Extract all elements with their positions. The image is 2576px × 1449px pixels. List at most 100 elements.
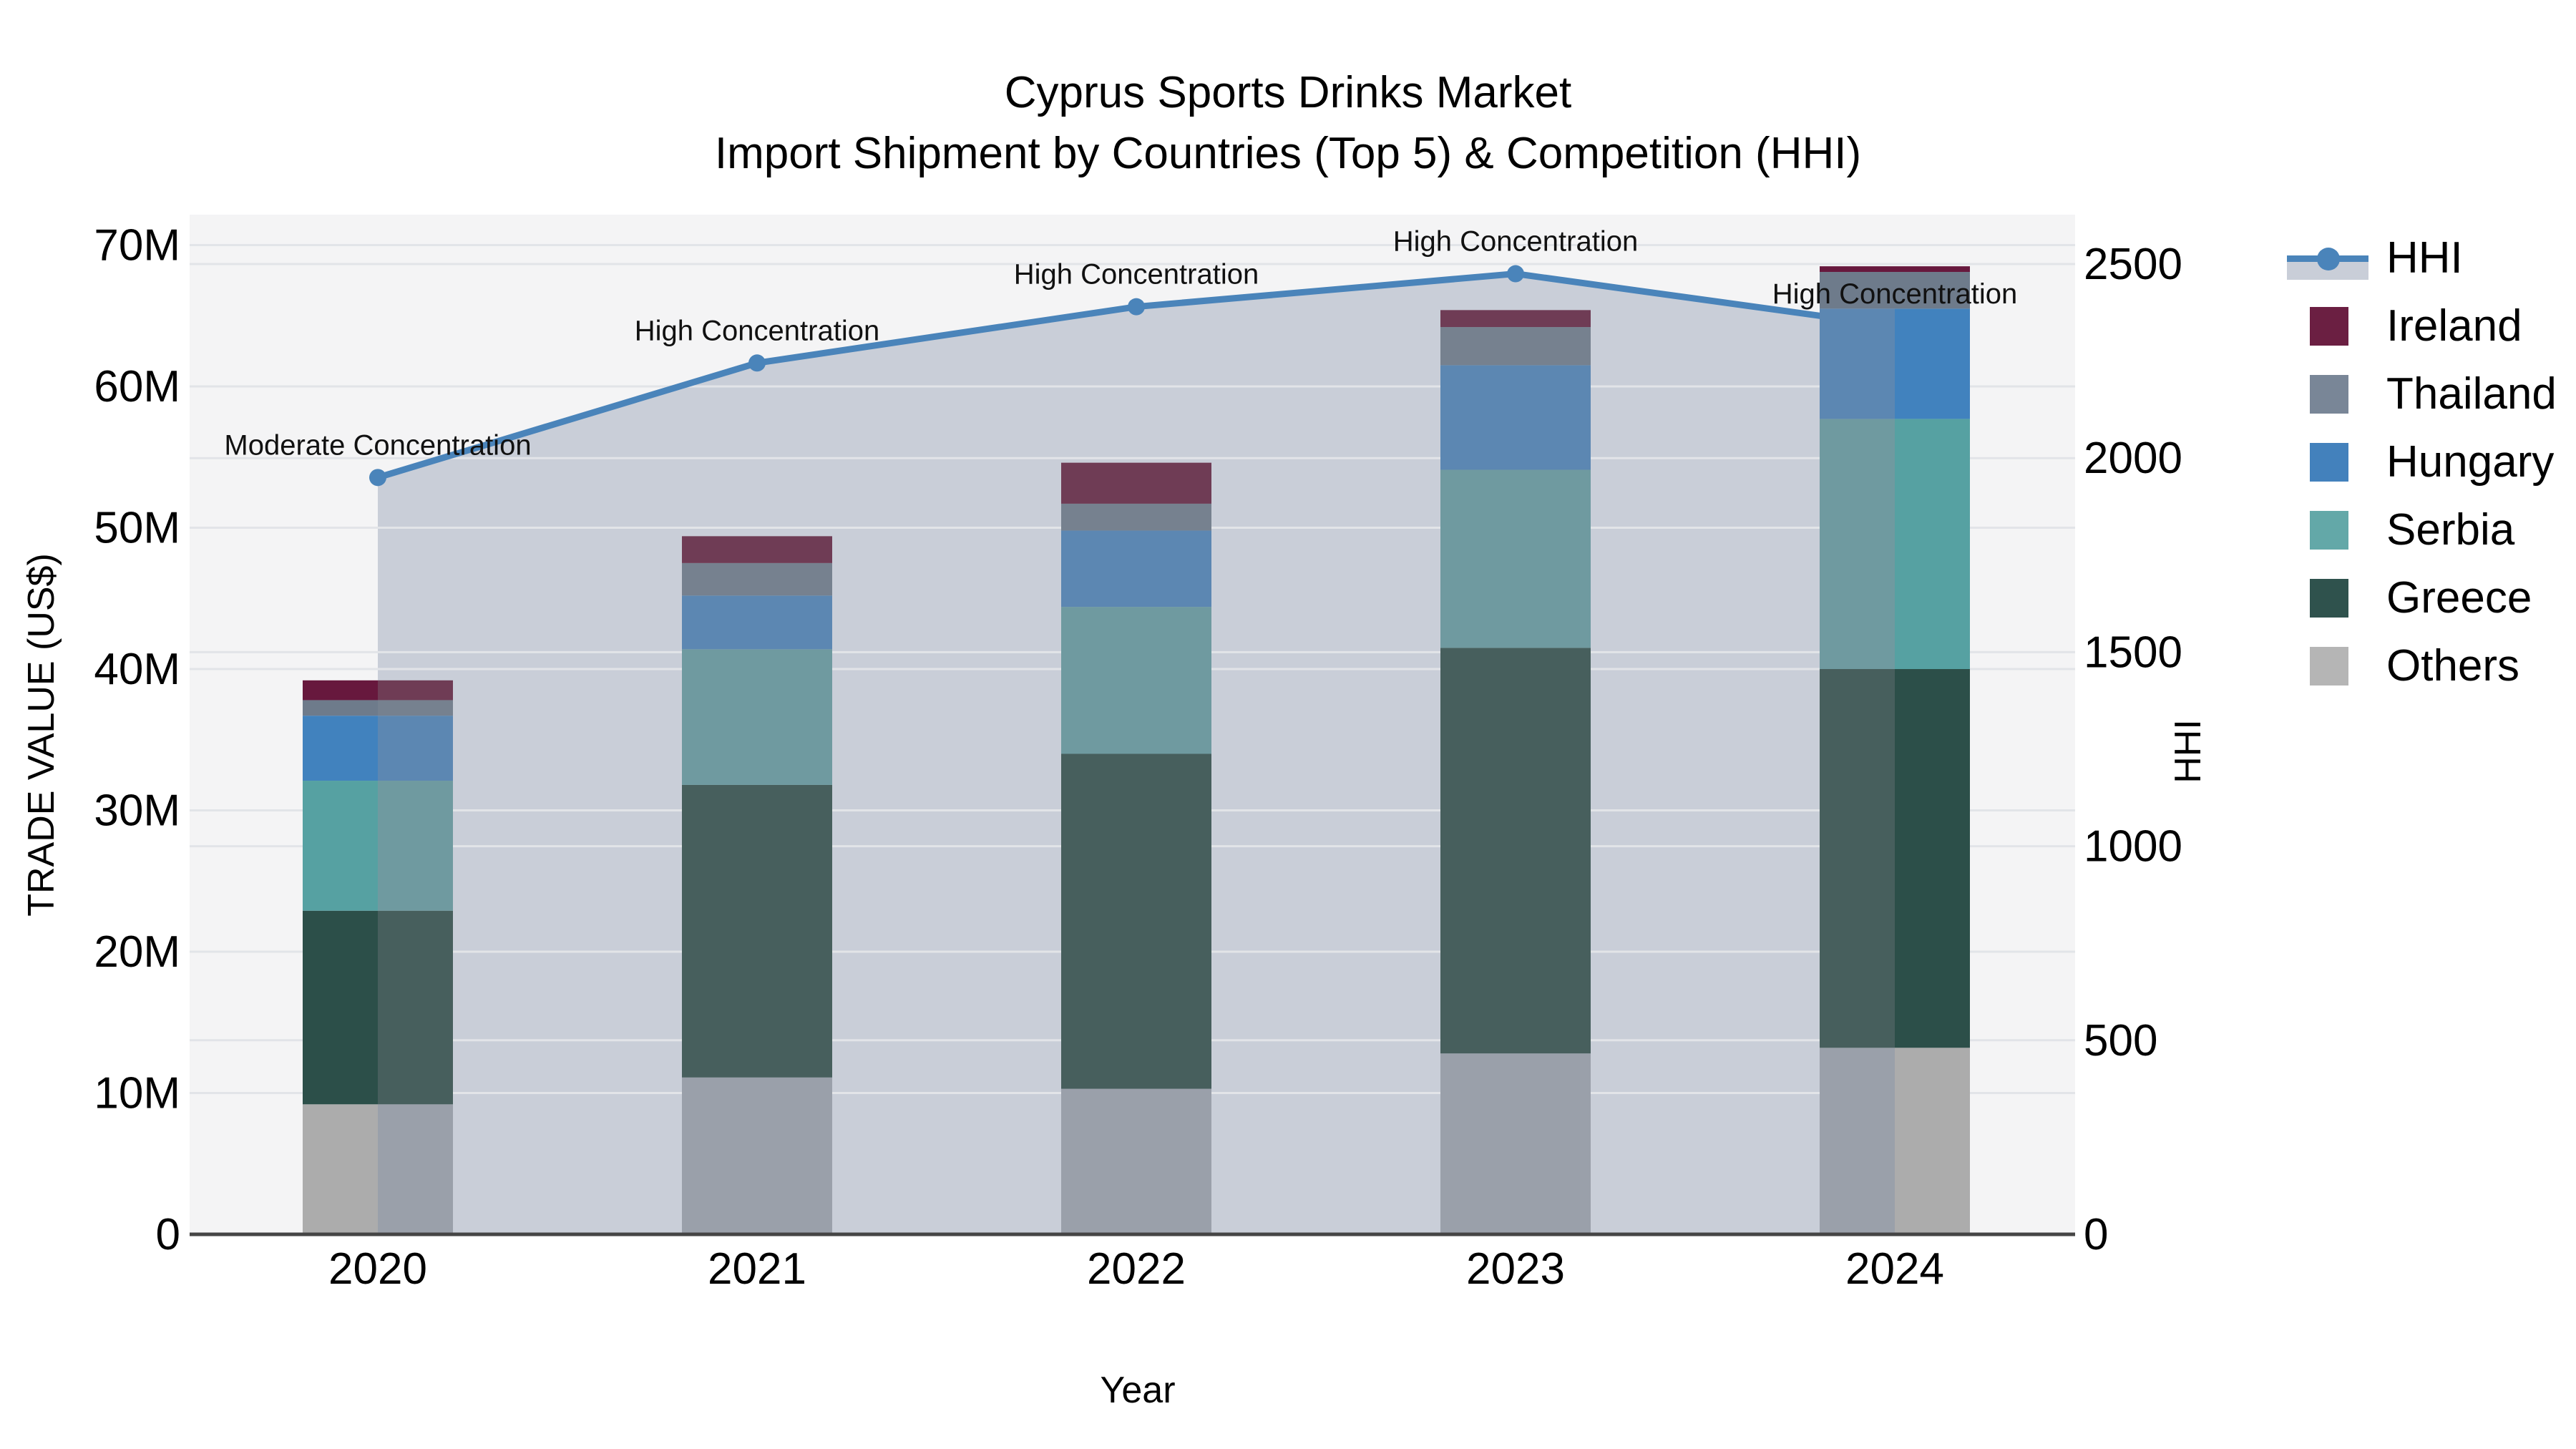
chart-title: Cyprus Sports Drinks Market [1004,68,1572,117]
bar-segment-serbia-2023 [1440,469,1516,648]
bar-segment-others-2023 [1440,1053,1516,1234]
bar-segment-others-2020 [303,1104,378,1234]
bar-segment-ireland-2024 [1895,266,1970,273]
y-axis-label-right: HHI [2167,719,2209,784]
x-tick: 2021 [708,1244,806,1294]
legend-hhi-line-icon [2287,239,2373,280]
legend-label: Thailand [2386,369,2557,419]
bar-segment-greece-2020 [378,910,453,1105]
y-right-tick: 1500 [2084,628,2182,677]
legend-item-thailand: Thailand [2287,360,2576,428]
y-left-tick: 70M [94,221,180,270]
x-axis-label: Year [1100,1370,1176,1411]
bar-segment-hungary-2020 [303,716,378,781]
bar-segment-others-2024 [1895,1048,1970,1234]
bar-segment-thailand-2021 [757,562,832,596]
legend-swatch-serbia [2310,510,2348,550]
legend: HHI Ireland Thailand Hungary Serbia Greece Oth… [2287,224,2576,700]
bar-segment-thailand-2022 [1061,503,1136,531]
legend-item-hhi: HHI [2287,224,2576,292]
y-left-tick: 50M [94,504,180,553]
bar-segment-greece-2024 [1895,669,1970,1048]
legend-swatch-icon [2287,646,2373,686]
annotation: High Concentration [1014,259,1259,291]
bar-segment-others-2021 [757,1077,832,1234]
legend-swatch-icon [2287,578,2373,618]
bar-segment-thailand-2024 [1895,272,1970,309]
y-left-tick: 10M [94,1069,180,1118]
x-tick: 2024 [1845,1244,1944,1294]
bar-segment-greece-2022 [1136,753,1211,1089]
bar-segment-hungary-2024 [1820,308,1895,419]
legend-item-greece: Greece [2287,564,2576,632]
bar-segment-ireland-2020 [378,680,453,701]
bar-segment-hungary-2021 [757,595,832,650]
bar-segment-hungary-2022 [1061,530,1136,608]
legend-swatch-ireland [2310,306,2348,346]
bar-segment-others-2023 [1516,1053,1591,1234]
bar-segment-thailand-2023 [1516,327,1591,366]
legend-swatch-icon [2287,442,2373,482]
hhi-marker [748,354,766,372]
y-left-tick: 30M [94,786,180,836]
y-left-tick: 0 [156,1210,180,1259]
bar-segment-serbia-2024 [1820,419,1895,669]
x-tick: 2020 [328,1244,427,1294]
bar-segment-greece-2023 [1516,648,1591,1054]
legend-swatch-thailand [2310,374,2348,414]
bar-segment-hungary-2024 [1895,308,1970,419]
x-tick: 2022 [1087,1244,1186,1294]
y-left-tick: 40M [94,645,180,694]
legend-swatch-icon [2287,374,2373,414]
hhi-marker [1507,265,1524,283]
bar-segment-ireland-2020 [303,680,378,701]
y-right-tick: 500 [2084,1016,2157,1065]
bar-segment-serbia-2020 [378,781,453,911]
bar-segment-thailand-2020 [378,700,453,716]
bar-segment-greece-2024 [1820,669,1895,1048]
bar-segment-thailand-2020 [303,700,378,716]
annotation: High Concentration [1393,226,1638,258]
legend-swatch-others [2310,646,2348,686]
bar-segment-ireland-2022 [1061,462,1136,504]
bar-segment-hungary-2023 [1440,365,1516,470]
bar-segment-others-2020 [378,1104,453,1234]
bar-segment-serbia-2024 [1895,419,1970,669]
annotation: Moderate Concentration [224,429,531,461]
bar-segment-thailand-2022 [1136,503,1211,531]
legend-label: HHI [2386,233,2463,283]
bar-segment-greece-2022 [1061,753,1136,1089]
y-axis-label-left: TRADE VALUE (US$) [21,553,62,917]
legend-item-others: Others [2287,632,2576,700]
y-right-tick: 2000 [2084,434,2182,483]
bar-segment-others-2021 [682,1077,757,1234]
y-right-tick: 2500 [2084,240,2182,289]
bar-segment-greece-2021 [682,784,757,1078]
legend-swatch-hungary [2310,442,2348,482]
bar-segment-hungary-2020 [378,716,453,781]
bar-segment-ireland-2024 [1820,266,1895,273]
bar-segment-others-2024 [1820,1048,1895,1234]
legend-label: Serbia [2386,505,2515,555]
bar-segment-serbia-2022 [1136,607,1211,754]
legend-label: Ireland [2386,301,2522,351]
y-left-tick: 20M [94,927,180,977]
bar-segment-serbia-2020 [303,781,378,911]
bar-segment-ireland-2023 [1516,310,1591,328]
legend-hhi-glyph [2317,247,2340,270]
y-right-tick: 1000 [2084,822,2182,872]
legend-label: Others [2386,641,2520,691]
y-right-tick: 0 [2084,1210,2108,1259]
bar-segment-hungary-2023 [1516,365,1591,470]
bar-segment-hungary-2021 [682,595,757,650]
y-left-tick: 60M [94,362,180,411]
bar-segment-greece-2020 [303,910,378,1105]
bar-segment-greece-2021 [757,784,832,1078]
bar-segment-serbia-2021 [682,649,757,785]
x-tick: 2023 [1466,1244,1565,1294]
annotation: High Concentration [1772,278,2017,310]
annotation: High Concentration [635,315,879,346]
bar-segment-serbia-2023 [1516,469,1591,648]
